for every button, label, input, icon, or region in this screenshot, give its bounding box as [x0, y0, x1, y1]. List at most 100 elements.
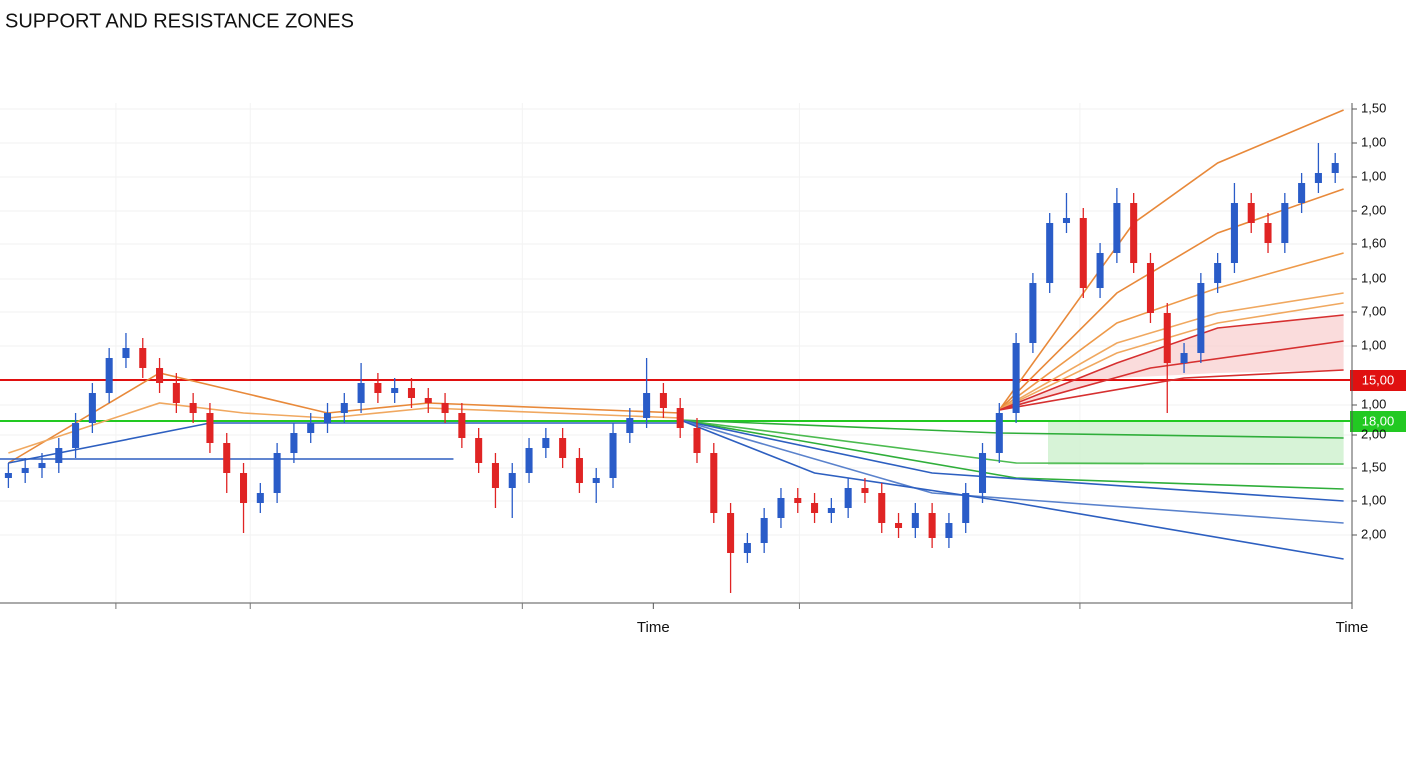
candle-body: [21, 468, 29, 473]
level-box: [1350, 370, 1406, 391]
candle-body: [794, 498, 802, 503]
y-tick-label: 1,00: [1361, 134, 1386, 149]
candle-body: [240, 473, 248, 503]
candle-body: [844, 488, 852, 508]
fan-line: [680, 419, 1344, 465]
candle-body: [273, 453, 281, 493]
y-tick-label: 1,60: [1361, 235, 1386, 250]
candle-body: [38, 463, 46, 468]
candle-body: [777, 498, 785, 518]
candle-body: [1247, 203, 1255, 223]
y-tick-label: 2,00: [1361, 426, 1386, 441]
candle-body: [256, 493, 264, 503]
candle-body: [1264, 223, 1272, 243]
candle-body: [441, 403, 449, 413]
candle-body: [1062, 218, 1071, 223]
candle-body: [491, 463, 499, 488]
fan-line: [679, 419, 1344, 560]
candle-body: [676, 408, 684, 428]
fan-line: [998, 109, 1344, 411]
fan-line: [999, 369, 1344, 411]
candle-body: [508, 473, 516, 488]
y-tick-label: 7,00: [1361, 303, 1386, 318]
candle-body: [172, 383, 180, 403]
candle-body: [1281, 203, 1289, 243]
level-label: 18,00: [1362, 413, 1395, 428]
fan-line: [679, 419, 1344, 524]
candle-body: [609, 433, 617, 478]
candle-body: [1214, 263, 1222, 283]
candle-body: [978, 453, 987, 493]
candle-body: [525, 448, 533, 473]
candle-body: [643, 393, 651, 418]
candle-body: [1113, 203, 1121, 253]
candle-body: [223, 443, 231, 473]
candle-body: [374, 383, 382, 393]
candle-body: [827, 508, 835, 513]
level-label: 15,00: [1362, 372, 1395, 387]
candle-body: [895, 523, 903, 528]
candle-body: [659, 393, 667, 408]
candle-body: [122, 348, 130, 358]
candle-body: [139, 348, 147, 368]
candle-body: [1130, 203, 1138, 263]
candle-body: [1230, 203, 1238, 263]
candle-body: [1197, 283, 1205, 353]
y-tick-label: 1,00: [1361, 337, 1386, 352]
candle-body: [72, 423, 80, 448]
candle-body: [710, 453, 718, 513]
fan-line: [7, 372, 681, 464]
candle-body: [88, 393, 96, 423]
chart-title: SUPPORT AND RESISTANCE ZONES: [5, 10, 354, 32]
candle-body: [290, 433, 298, 453]
candle-body: [357, 383, 365, 403]
candle-body: [391, 388, 399, 393]
y-tick-label: 2,00: [1361, 526, 1386, 541]
candle-body: [156, 368, 164, 383]
candle-body: [559, 438, 567, 458]
y-tick-label: 1,00: [1361, 492, 1386, 507]
zone: [1048, 421, 1344, 465]
candle-body: [945, 523, 953, 538]
fan-line: [8, 402, 681, 454]
candle-body: [323, 413, 332, 423]
fan-line: [8, 422, 681, 464]
candle-body: [861, 488, 869, 493]
candle-body: [55, 448, 63, 463]
fan-line: [999, 340, 1344, 411]
y-tick-label: 1,50: [1361, 459, 1386, 474]
candle-body: [1096, 253, 1104, 288]
candle-body: [811, 503, 819, 513]
candle-body: [407, 388, 416, 398]
candle-body: [475, 438, 483, 463]
candle-body: [424, 398, 432, 403]
candle-body: [1146, 263, 1154, 313]
candle-body: [1298, 183, 1306, 203]
candle-body: [340, 403, 348, 413]
y-tick-label: 1,00: [1361, 396, 1386, 411]
candle-body: [760, 518, 768, 543]
candle-body: [307, 423, 315, 433]
candle-body: [575, 458, 583, 483]
level-box: [1350, 411, 1406, 432]
fan-line: [680, 419, 1344, 502]
fan-line: [998, 188, 1344, 411]
candle-body: [592, 478, 600, 483]
candle-body: [995, 413, 1003, 453]
candle-body: [727, 513, 735, 553]
candle-body: [1046, 223, 1054, 283]
y-tick-label: 1,50: [1361, 100, 1386, 115]
candle-body: [458, 413, 466, 438]
candle-body: [189, 403, 197, 413]
candle-body: [911, 513, 919, 528]
candle-body: [542, 438, 550, 448]
x-tick-label: Time: [637, 619, 670, 636]
candle-body: [1314, 173, 1322, 183]
candle-body: [1029, 283, 1037, 343]
y-tick-label: 1,00: [1361, 168, 1386, 183]
candle-body: [4, 473, 12, 478]
candle-body: [206, 413, 214, 443]
candle-body: [878, 493, 886, 523]
candle-body: [743, 543, 751, 553]
